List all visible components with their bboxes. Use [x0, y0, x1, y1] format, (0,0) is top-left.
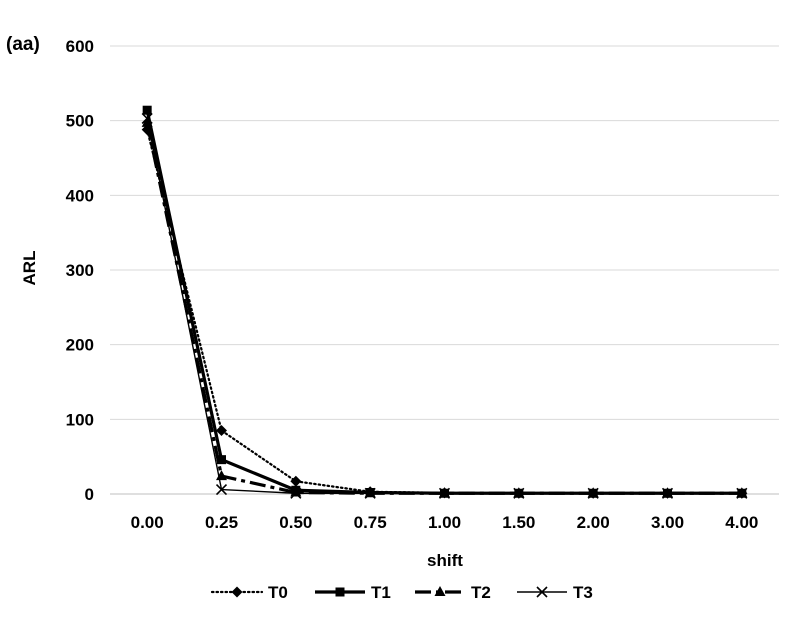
x-tick-label: 0.75 [354, 513, 387, 532]
data-point-square [217, 455, 226, 465]
data-point-diamond [290, 475, 302, 487]
x-tick-label: 0.25 [205, 513, 238, 532]
data-point-x [141, 112, 153, 124]
data-point-x [736, 487, 748, 499]
x-tick-label: 1.50 [502, 513, 535, 532]
panel-label: (aa) [6, 34, 40, 55]
legend-label: T0 [268, 583, 288, 602]
legend-item-t3: T3 [517, 583, 593, 602]
y-tick-label: 600 [66, 37, 94, 56]
y-tick-label: 400 [66, 186, 94, 205]
legend-item-t2: T2 [415, 583, 491, 602]
data-point-x [587, 487, 599, 499]
data-point-x [513, 487, 525, 499]
y-tick-label: 300 [66, 261, 94, 280]
y-tick-label: 0 [85, 485, 94, 504]
gridlines [110, 45, 779, 495]
legend-label: T2 [471, 583, 491, 602]
y-tick-label: 200 [66, 336, 94, 355]
x-tick-label: 0.50 [279, 513, 312, 532]
series-line [146, 118, 742, 494]
series-t2 [141, 116, 748, 498]
data-point-x [290, 487, 302, 499]
data-point-x [661, 487, 674, 499]
data-point-triangle [290, 486, 302, 497]
series-t3 [141, 112, 748, 499]
data-point-diamond [216, 425, 227, 437]
x-tick-labels: 0.00 0.25 0.50 0.75 1.00 1.50 2.00 3.00 4.00 [131, 513, 759, 532]
data-point-diamond [231, 586, 243, 598]
series-group [141, 105, 748, 499]
data-point-x [536, 586, 548, 598]
x-tick-label: 2.00 [577, 513, 610, 532]
legend-label: T3 [573, 583, 593, 602]
x-tick-label: 3.00 [651, 513, 684, 532]
data-point-x [215, 483, 228, 496]
y-axis-title: ARL [20, 251, 39, 286]
x-axis-title: shift [427, 551, 463, 570]
legend-item-t1: T1 [315, 583, 391, 602]
data-point-triangle [434, 586, 446, 596]
legend-label: T1 [371, 583, 391, 602]
x-tick-label: 1.00 [428, 513, 461, 532]
y-tick-labels: 0 100 200 300 400 500 600 [66, 37, 94, 504]
legend-item-t0: T0 [210, 583, 288, 602]
legend: T0 T1 T2 T3 [210, 583, 593, 602]
series-line [145, 122, 742, 495]
data-point-square [335, 587, 345, 597]
data-point-x [364, 487, 376, 499]
series-line [146, 128, 743, 495]
series-line [145, 109, 742, 495]
data-point-x [438, 487, 451, 499]
y-tick-label: 100 [66, 410, 94, 429]
x-tick-label: 4.00 [725, 513, 758, 532]
y-tick-label: 500 [66, 112, 94, 131]
series-t0 [141, 124, 748, 499]
x-tick-label: 0.00 [131, 513, 164, 532]
data-point-square [142, 105, 152, 115]
